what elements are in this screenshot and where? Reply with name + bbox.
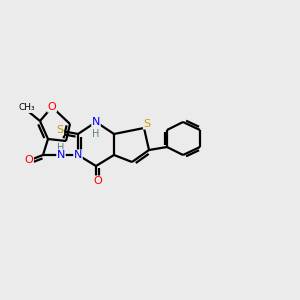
- Text: S: S: [143, 119, 151, 129]
- Text: O: O: [25, 155, 33, 165]
- Text: N: N: [74, 150, 82, 160]
- Text: H: H: [92, 129, 100, 139]
- Text: O: O: [94, 176, 102, 186]
- Text: H: H: [57, 143, 65, 153]
- Text: O: O: [48, 102, 56, 112]
- Text: N: N: [57, 150, 65, 160]
- Text: CH₃: CH₃: [19, 103, 35, 112]
- Text: N: N: [92, 117, 100, 127]
- Text: S: S: [56, 125, 64, 135]
